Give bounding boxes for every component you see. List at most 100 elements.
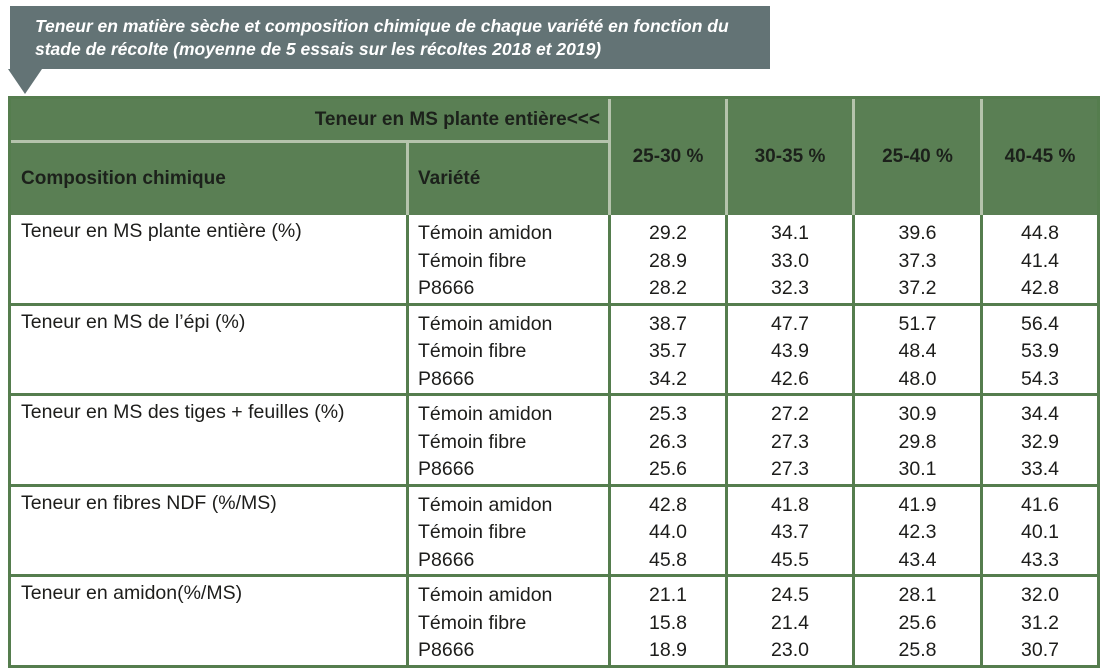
value: 30.1 (898, 458, 937, 480)
value: 27.3 (771, 458, 809, 480)
variety-name: P8666 (418, 367, 475, 390)
variety-name: Témoin fibre (418, 611, 527, 634)
value: 42.3 (898, 521, 937, 543)
variety-name: P8666 (418, 548, 475, 571)
value: 25.3 (649, 403, 687, 425)
table-row-group: Teneur en MS des tiges + feuilles (%) Tém… (11, 396, 1097, 487)
value-cell: 47.7 43.9 42.6 (725, 305, 852, 396)
variety-name: Témoin amidon (418, 493, 553, 516)
value: 43.3 (1021, 548, 1059, 571)
value: 32.0 (1021, 584, 1059, 606)
value: 34.2 (649, 367, 687, 390)
value-cell: 28.1 25.6 25.8 (852, 577, 980, 665)
parameter-label: Teneur en amidon(%/MS) (11, 577, 406, 665)
value: 28.2 (649, 277, 687, 299)
value: 43.7 (771, 521, 809, 543)
table-header: Teneur en MS plante entière<<< 25-30 % 3… (11, 99, 1097, 215)
value: 43.9 (771, 340, 809, 362)
variety-name: Témoin fibre (418, 521, 527, 543)
value-cell: 41.8 43.7 45.5 (725, 486, 852, 577)
value-cell: 27.2 27.3 27.3 (725, 396, 852, 487)
value: 30.7 (1021, 639, 1059, 661)
header-row-bottom: Composition chimique Variété (11, 143, 1097, 215)
stage-header-25-40: 25-40 % (852, 99, 980, 215)
value: 18.9 (649, 639, 687, 661)
merged-header-ms-plante-entiere: Teneur en MS plante entière<<< (11, 99, 608, 143)
value: 30.9 (898, 403, 937, 425)
value: 34.1 (771, 222, 809, 244)
value: 25.6 (649, 458, 687, 480)
value-cell: 51.7 48.4 48.0 (852, 305, 980, 396)
variety-name: P8666 (418, 458, 475, 480)
value: 34.4 (1021, 403, 1059, 425)
value: 41.4 (1021, 249, 1059, 272)
value: 32.9 (1021, 430, 1059, 453)
value: 45.8 (649, 548, 687, 571)
value: 39.6 (898, 222, 937, 244)
variety-cell: Témoin amidon Témoin fibre P8666 (406, 577, 608, 665)
value-cell: 39.6 37.3 37.2 (852, 215, 980, 306)
value: 15.8 (649, 611, 687, 634)
value-cell: 41.9 42.3 43.4 (852, 486, 980, 577)
value: 42.8 (649, 493, 687, 516)
value: 25.8 (898, 639, 937, 661)
callout-arrow-icon (8, 69, 42, 94)
stage-header-25-30: 25-30 % (608, 99, 725, 215)
parameter-label: Teneur en MS des tiges + feuilles (%) (11, 396, 406, 487)
value: 54.3 (1021, 367, 1059, 390)
variety-cell: Témoin amidon Témoin fibre P8666 (406, 215, 608, 306)
value: 44.8 (1021, 222, 1059, 244)
header-row-top: Teneur en MS plante entière<<< 25-30 % 3… (11, 99, 1097, 215)
variety-name: Témoin amidon (418, 403, 553, 425)
value: 29.8 (898, 430, 937, 453)
variety-name: Témoin amidon (418, 312, 553, 335)
value-cell: 34.1 33.0 32.3 (725, 215, 852, 306)
value-cell: 25.3 26.3 25.6 (608, 396, 725, 487)
value-cell: 32.0 31.2 30.7 (980, 577, 1097, 665)
value: 47.7 (771, 312, 809, 335)
table-row-group: Teneur en fibres NDF (%/MS) Témoin amidon… (11, 486, 1097, 577)
variety-name: P8666 (418, 639, 475, 661)
value: 51.7 (898, 312, 937, 335)
value: 33.4 (1021, 458, 1059, 480)
title-banner: Teneur en matière sèche et composition c… (10, 6, 770, 69)
value: 48.0 (898, 367, 937, 390)
value: 23.0 (771, 639, 809, 661)
value: 42.8 (1021, 277, 1059, 299)
value-cell: 21.1 15.8 18.9 (608, 577, 725, 665)
value: 41.8 (771, 493, 809, 516)
value: 37.2 (898, 277, 937, 299)
value-cell: 56.4 53.9 54.3 (980, 305, 1097, 396)
table-container: Teneur en MS plante entière<<< 25-30 % 3… (8, 96, 1100, 668)
table-row-group: Teneur en MS de l’épi (%) Témoin amidon Té… (11, 305, 1097, 396)
value: 21.4 (771, 611, 809, 634)
parameter-label: Teneur en fibres NDF (%/MS) (11, 486, 406, 577)
value: 24.5 (771, 584, 809, 606)
value: 45.5 (771, 548, 809, 571)
value-cell: 34.4 32.9 33.4 (980, 396, 1097, 487)
variety-name: Témoin fibre (418, 340, 527, 362)
value: 41.9 (898, 493, 937, 516)
value: 25.6 (898, 611, 937, 634)
composition-table: Teneur en MS plante entière<<< 25-30 % 3… (8, 96, 1100, 668)
variety-name: Témoin amidon (418, 584, 553, 606)
value: 48.4 (898, 340, 937, 362)
value: 43.4 (898, 548, 937, 571)
value: 44.0 (649, 521, 687, 543)
value: 53.9 (1021, 340, 1059, 362)
value: 38.7 (649, 312, 687, 335)
variety-cell: Témoin amidon Témoin fibre P8666 (406, 486, 608, 577)
variety-cell: Témoin amidon Témoin fibre P8666 (406, 396, 608, 487)
value: 21.1 (649, 584, 687, 606)
table-body: Teneur en MS plante entière (%) Témoin am… (11, 215, 1097, 665)
value: 28.1 (898, 584, 937, 606)
value: 42.6 (771, 367, 809, 390)
value: 35.7 (649, 340, 687, 362)
value: 41.6 (1021, 493, 1059, 516)
value: 27.3 (771, 430, 809, 453)
value-cell: 42.8 44.0 45.8 (608, 486, 725, 577)
variete-header: Variété (406, 143, 608, 215)
value: 40.1 (1021, 521, 1059, 543)
value: 26.3 (649, 430, 687, 453)
table-row-group: Teneur en amidon(%/MS) Témoin amidon Témoi… (11, 577, 1097, 665)
